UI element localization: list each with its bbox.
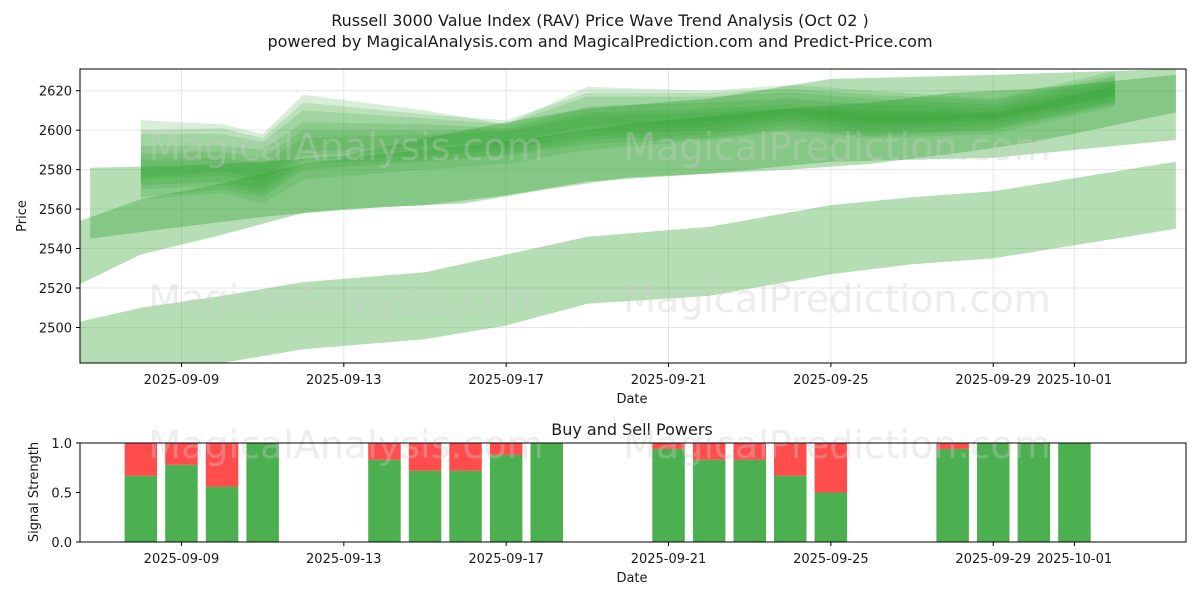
watermark-prediction-2: MagicalPrediction.com: [623, 277, 1051, 321]
signal-watermarks: MagicalAnalysis.com MagicalPrediction.co…: [148, 423, 1050, 467]
price-y-tick-label: 2600: [39, 124, 72, 139]
buy-power-bar: [165, 464, 198, 542]
buy-power-bar: [977, 443, 1010, 542]
buy-power-bar: [530, 443, 563, 542]
buy-power-bar: [814, 492, 848, 542]
price-band-wave-wide: [80, 74, 1176, 285]
price-x-tick-label: 2025-09-09: [144, 373, 220, 388]
sell-power-bar: [489, 443, 523, 455]
signal-x-tick-label: 2025-09-29: [955, 552, 1031, 567]
price-y-axis-label: Price: [15, 200, 30, 232]
price-band-wave-core-5: [140, 86, 1115, 178]
buy-power-bar: [774, 475, 807, 542]
signal-axis-ticks: 2025-09-09 2025-09-13 2025-09-17 2025-09-21…: [51, 437, 1112, 567]
sell-power-bar: [733, 443, 766, 460]
price-wave-bands: [80, 69, 1176, 363]
signal-x-tick-label: 2025-09-25: [793, 552, 869, 567]
buy-power-bar: [733, 459, 766, 542]
price-band-wave-lower: [80, 161, 1176, 363]
watermark-prediction-3: MagicalPrediction.com: [623, 423, 1051, 467]
sell-power-bar: [368, 443, 401, 460]
watermark-analysis: MagicalAnalysis.com: [148, 125, 543, 169]
buy-power-bar: [1058, 443, 1091, 542]
buy-power-bar: [489, 454, 523, 542]
price-y-tick-label: 2580: [39, 164, 72, 179]
sell-power-bar: [408, 443, 442, 471]
buy-power-bar: [1017, 443, 1051, 542]
sell-power-bar: [165, 443, 198, 465]
price-y-tick-label: 2520: [39, 282, 72, 297]
signal-x-tick-label: 2025-09-17: [468, 552, 544, 567]
price-watermarks: MagicalAnalysis.com MagicalPrediction.co…: [148, 125, 1050, 321]
sell-power-bar: [814, 443, 848, 493]
signal-bars: [124, 443, 1091, 542]
sell-power-bar: [449, 443, 482, 471]
price-x-tick-label: 2025-09-29: [955, 373, 1031, 388]
sell-power-bar: [205, 443, 239, 487]
signal-x-tick-label: 2025-10-01: [1037, 552, 1113, 567]
buy-power-bar: [449, 470, 482, 542]
price-band-wave-core-6: [140, 74, 1115, 198]
price-axis-ticks: 2025-09-09 2025-09-13 2025-09-17 2025-09-21…: [39, 85, 1112, 388]
price-band-wave-upper: [90, 69, 1176, 239]
price-x-tick-label: 2025-09-21: [631, 373, 707, 388]
price-x-tick-label: 2025-09-25: [793, 373, 869, 388]
price-x-tick-label: 2025-10-01: [1037, 373, 1113, 388]
buy-power-bar: [205, 486, 239, 542]
buy-power-bar: [692, 459, 726, 542]
sell-power-bar: [124, 443, 158, 476]
price-band-wave-core-1: [140, 71, 1115, 204]
signal-x-axis-label: Date: [616, 571, 647, 586]
price-y-tick-label: 2540: [39, 243, 72, 258]
sell-power-bar: [936, 443, 969, 449]
watermark-analysis-2: MagicalAnalysis.com: [148, 277, 543, 321]
watermark-analysis-3: MagicalAnalysis.com: [148, 423, 543, 467]
signal-y-tick-label: 0.5: [51, 487, 72, 502]
price-grid: [80, 69, 1186, 363]
price-plot-frame: [79, 68, 1187, 364]
price-x-tick-label: 2025-09-13: [306, 373, 382, 388]
sell-power-bar: [652, 443, 685, 449]
buy-power-bar: [124, 475, 158, 542]
price-x-tick-label: 2025-09-17: [468, 373, 544, 388]
buy-power-bar: [936, 448, 969, 542]
price-band-wave-core-2: [140, 76, 1115, 194]
buy-power-bar: [246, 443, 279, 542]
buy-power-bar: [408, 470, 442, 542]
chart-subtitle: powered by MagicalAnalysis.com and Magic…: [267, 32, 932, 51]
signal-y-axis-label: Signal Strength: [27, 442, 42, 542]
price-y-tick-label: 2560: [39, 203, 72, 218]
chart-title: Russell 3000 Value Index (RAV) Price Wav…: [331, 11, 869, 30]
price-y-tick-label: 2500: [39, 321, 72, 336]
price-band-wave-core-4: [140, 84, 1115, 182]
sell-power-bar: [692, 443, 726, 460]
buy-power-bar: [368, 459, 401, 542]
sell-power-bar: [774, 443, 807, 476]
price-band-wave-core-3: [140, 80, 1115, 190]
price-x-axis-label: Date: [616, 392, 647, 407]
signal-x-tick-label: 2025-09-13: [306, 552, 382, 567]
signal-y-tick-label: 1.0: [51, 437, 72, 452]
buy-power-bar: [652, 448, 685, 542]
signal-chart-title: Buy and Sell Powers: [551, 420, 713, 439]
signal-x-tick-label: 2025-09-21: [631, 552, 707, 567]
watermark-prediction: MagicalPrediction.com: [623, 125, 1051, 169]
signal-y-tick-label: 0.0: [51, 536, 72, 551]
price-y-tick-label: 2620: [39, 85, 72, 100]
signal-x-tick-label: 2025-09-09: [144, 552, 220, 567]
